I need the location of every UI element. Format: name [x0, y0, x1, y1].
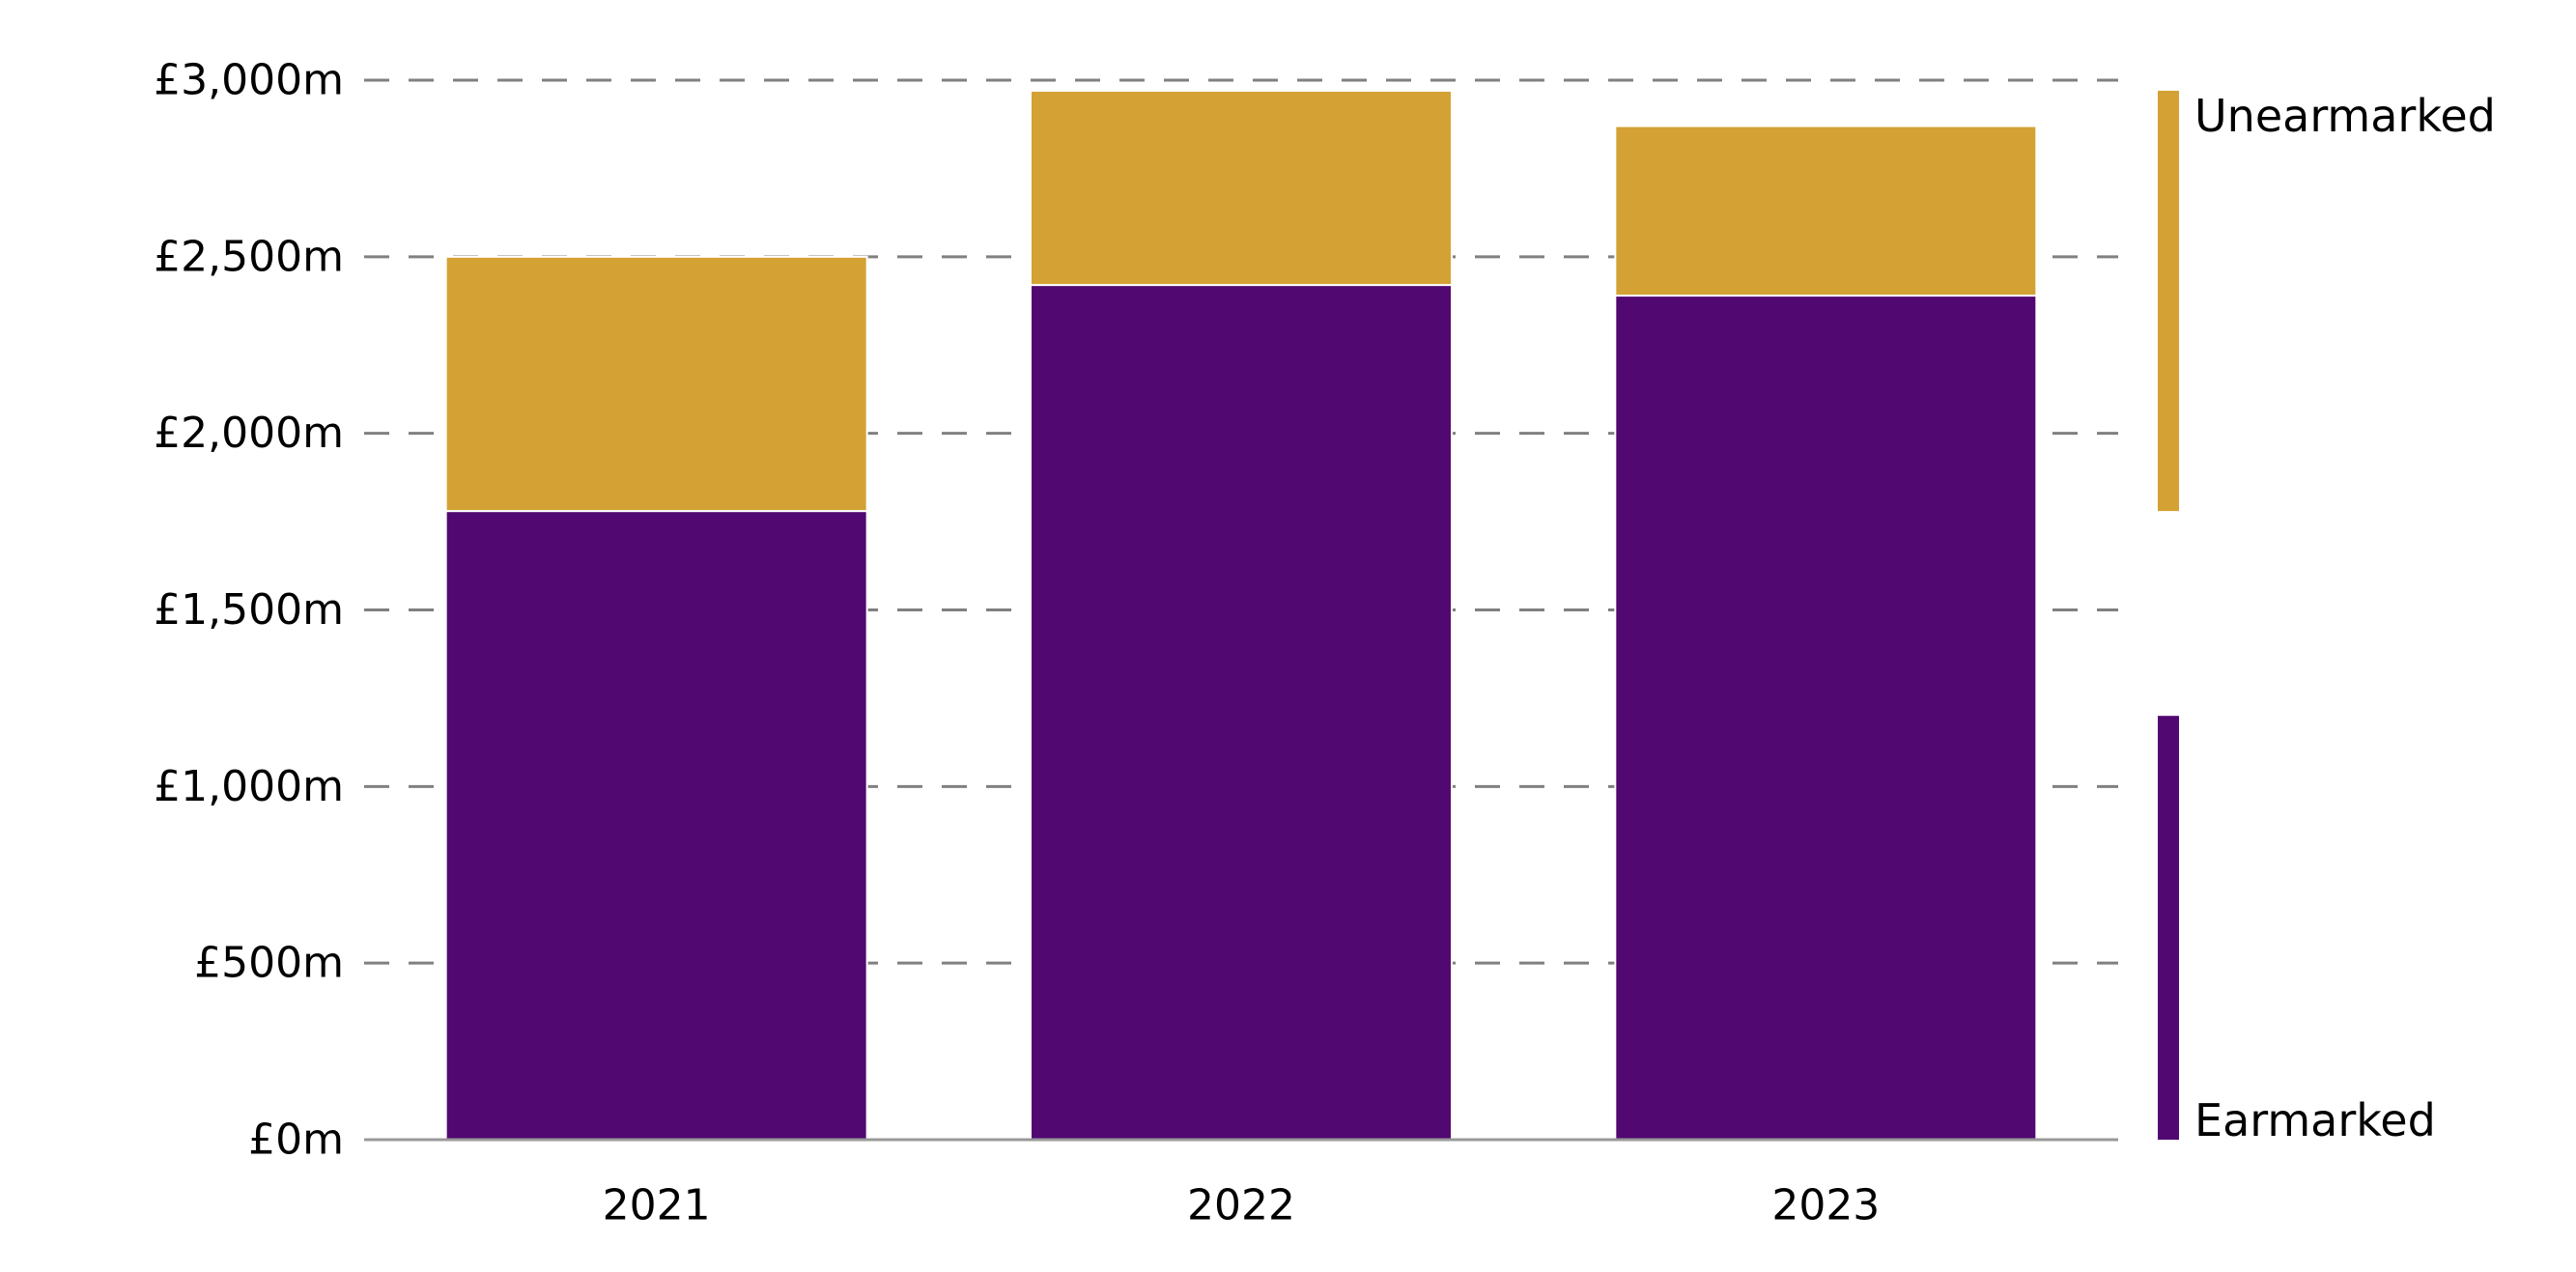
bar-earmarked-2022 — [1030, 284, 1453, 1141]
bar-earmarked-2021 — [444, 510, 868, 1141]
legend-swatch-earmarked — [2158, 716, 2179, 1140]
bar-earmarked-2023 — [1614, 295, 2038, 1142]
legend-label-earmarked: Earmarked — [2194, 1094, 2436, 1146]
y-tick-label: £1,500m — [154, 585, 344, 635]
legend-label-unearmarked: Unearmarked — [2194, 90, 2496, 142]
bars — [444, 89, 2038, 1142]
x-tick-label-2021: 2021 — [603, 1181, 711, 1230]
y-tick-label: £0m — [248, 1116, 344, 1165]
legend-swatch-unearmarked — [2158, 90, 2179, 512]
y-tick-label: £1,000m — [154, 762, 344, 811]
y-axis-tick-labels: £0m £500m £1,000m £1,500m £2,000m £2,500m £3,0… — [154, 56, 344, 1165]
x-axis-tick-labels: 2021 2022 2023 — [603, 1181, 1881, 1230]
y-tick-label: £2,000m — [154, 409, 344, 458]
bar-unearmarked-2021 — [444, 255, 868, 513]
legend: Earmarked Unearmarked — [2158, 90, 2496, 1146]
x-tick-label-2022: 2022 — [1187, 1181, 1295, 1230]
y-tick-label: £500m — [194, 939, 344, 988]
bar-unearmarked-2022 — [1030, 89, 1453, 287]
bar-unearmarked-2023 — [1614, 125, 2038, 297]
y-tick-label: £3,000m — [154, 56, 344, 105]
x-tick-label-2023: 2023 — [1771, 1181, 1880, 1230]
y-tick-label: £2,500m — [154, 232, 344, 281]
